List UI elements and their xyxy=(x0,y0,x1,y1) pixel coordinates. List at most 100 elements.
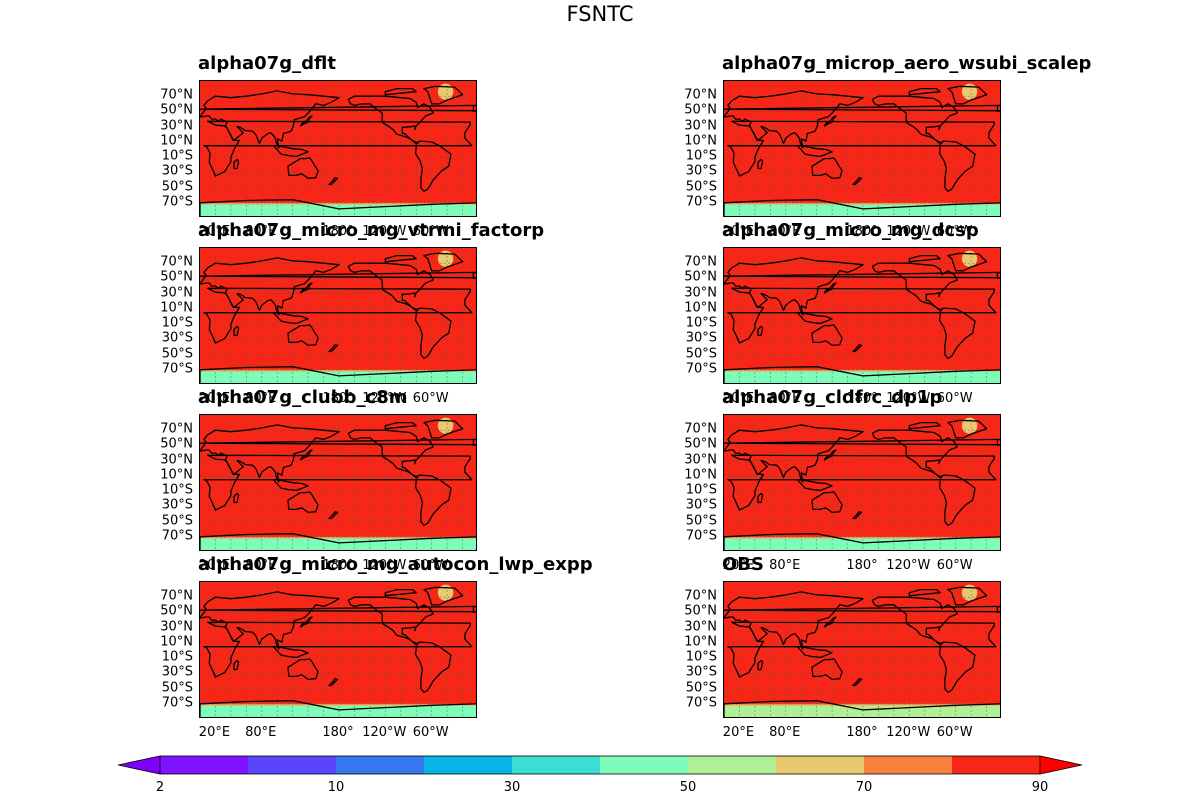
south-america-coast xyxy=(938,641,976,694)
antarctic-band xyxy=(200,371,476,383)
colorbar-segment xyxy=(424,756,513,774)
lat-tick-label: 50°N xyxy=(160,436,193,452)
arctic-islands-coast xyxy=(384,254,417,263)
lat-tick-label: 10°S xyxy=(685,315,717,331)
field-fill xyxy=(200,248,476,383)
lon-tick-label: 120°W xyxy=(362,391,407,406)
lon-axis: 20°E 80°E 180° 120°W 60°W xyxy=(723,224,1023,240)
lat-tick-label: 30°N xyxy=(684,118,717,134)
antarctic-band xyxy=(200,538,476,550)
indonesia-coast xyxy=(272,646,309,659)
colorbar-segment xyxy=(160,756,249,774)
lon-tick-label: 20°E xyxy=(198,391,231,406)
japan-coast xyxy=(299,449,313,461)
madagascar-coast xyxy=(757,659,764,671)
uk-coast xyxy=(200,271,476,280)
lat-tick-label: 50°N xyxy=(684,102,717,118)
africa-coast xyxy=(727,287,997,344)
indonesia-coast xyxy=(272,479,309,492)
lon-tick-label: 60°W xyxy=(412,391,449,406)
lon-tick-label: 120°W xyxy=(362,725,407,740)
lat-tick-label: 30°S xyxy=(161,330,193,346)
australia-coast xyxy=(811,157,843,180)
colorbar-tick-label: 10 xyxy=(327,780,345,795)
colorbar-segment xyxy=(248,756,337,774)
africa-coast xyxy=(203,120,473,177)
australia-coast xyxy=(811,324,843,347)
colorbar-segment xyxy=(776,756,865,774)
lat-tick-label: 30°N xyxy=(160,452,193,468)
antarctic-edge xyxy=(200,703,476,706)
panel-title: alpha07g_dflt xyxy=(198,53,336,74)
lat-tick-label: 70°S xyxy=(161,194,193,210)
new-zealand-coast xyxy=(328,678,339,687)
eurasia-coast xyxy=(724,424,864,483)
madagascar-coast xyxy=(233,492,240,504)
japan-coast xyxy=(299,115,313,127)
lon-tick-label: 20°E xyxy=(722,725,755,740)
lat-tick-label: 50°N xyxy=(684,269,717,285)
arctic-islands-coast xyxy=(908,588,941,597)
lon-tick-label: 180° xyxy=(846,558,878,573)
map-panel xyxy=(723,581,1001,718)
map-svg xyxy=(724,81,1000,216)
coastlines xyxy=(724,419,1000,550)
lon-tick-label: 180° xyxy=(846,391,878,406)
arctic-islands-coast xyxy=(908,421,941,430)
africa-coast xyxy=(727,454,997,511)
lat-tick-label: 10°N xyxy=(160,467,193,483)
greenland-ice xyxy=(437,83,454,100)
lon-tick-label: 20°E xyxy=(198,224,231,239)
north-america-coast xyxy=(347,596,434,646)
map-svg xyxy=(200,248,476,383)
japan-coast xyxy=(823,449,837,461)
colorbar-tick-label: 2 xyxy=(155,780,165,795)
new-zealand-coast xyxy=(328,511,339,520)
lat-tick-label: 10°S xyxy=(685,649,717,665)
lat-tick-label: 50°S xyxy=(685,346,717,362)
eurasia-coast xyxy=(200,90,340,149)
map-svg xyxy=(200,81,476,216)
south-america-coast xyxy=(938,140,976,193)
lat-tick-label: 30°S xyxy=(161,163,193,179)
antarctic-band xyxy=(200,705,476,717)
arctic-islands-coast xyxy=(384,588,417,597)
japan-coast xyxy=(299,282,313,294)
colorbar-segment xyxy=(336,756,425,774)
map-svg xyxy=(724,582,1000,717)
greenland-coast xyxy=(423,586,464,606)
australia-coast xyxy=(811,491,843,514)
africa-coast xyxy=(727,621,997,678)
lon-tick-label: 180° xyxy=(846,725,878,740)
antarctica-coast xyxy=(724,199,1000,216)
lat-tick-label: 70°N xyxy=(160,254,193,270)
south-america-coast xyxy=(938,307,976,360)
map-svg xyxy=(724,415,1000,550)
map-svg xyxy=(200,582,476,717)
north-america-coast xyxy=(347,95,434,145)
uk-coast xyxy=(724,104,1000,113)
indonesia-coast xyxy=(796,646,833,659)
lat-tick-label: 70°N xyxy=(684,87,717,103)
eurasia-coast xyxy=(724,90,864,149)
eurasia-coast xyxy=(200,257,340,316)
lat-tick-label: 10°N xyxy=(684,133,717,149)
lon-tick-label: 60°W xyxy=(412,558,449,573)
greenland-ice xyxy=(961,83,978,100)
arctic-islands-coast xyxy=(908,254,941,263)
panel-title: alpha07g_microp_aero_wsubi_scalep xyxy=(722,53,1092,74)
lon-axis: 20°E 80°E 180° 120°W 60°W xyxy=(199,558,499,574)
lon-tick-label: 180° xyxy=(322,224,354,239)
lat-tick-label: 70°S xyxy=(685,361,717,377)
lon-tick-label: 20°E xyxy=(722,391,755,406)
antarctica-coast xyxy=(724,700,1000,717)
lat-tick-label: 30°N xyxy=(684,619,717,635)
uk-coast xyxy=(724,438,1000,447)
antarctic-band xyxy=(724,371,1000,383)
lat-tick-label: 30°N xyxy=(684,452,717,468)
lat-tick-label: 70°N xyxy=(160,87,193,103)
coastlines xyxy=(200,85,476,216)
colorbar xyxy=(118,755,1082,775)
south-america-coast xyxy=(414,140,452,193)
lat-tick-label: 70°S xyxy=(685,528,717,544)
